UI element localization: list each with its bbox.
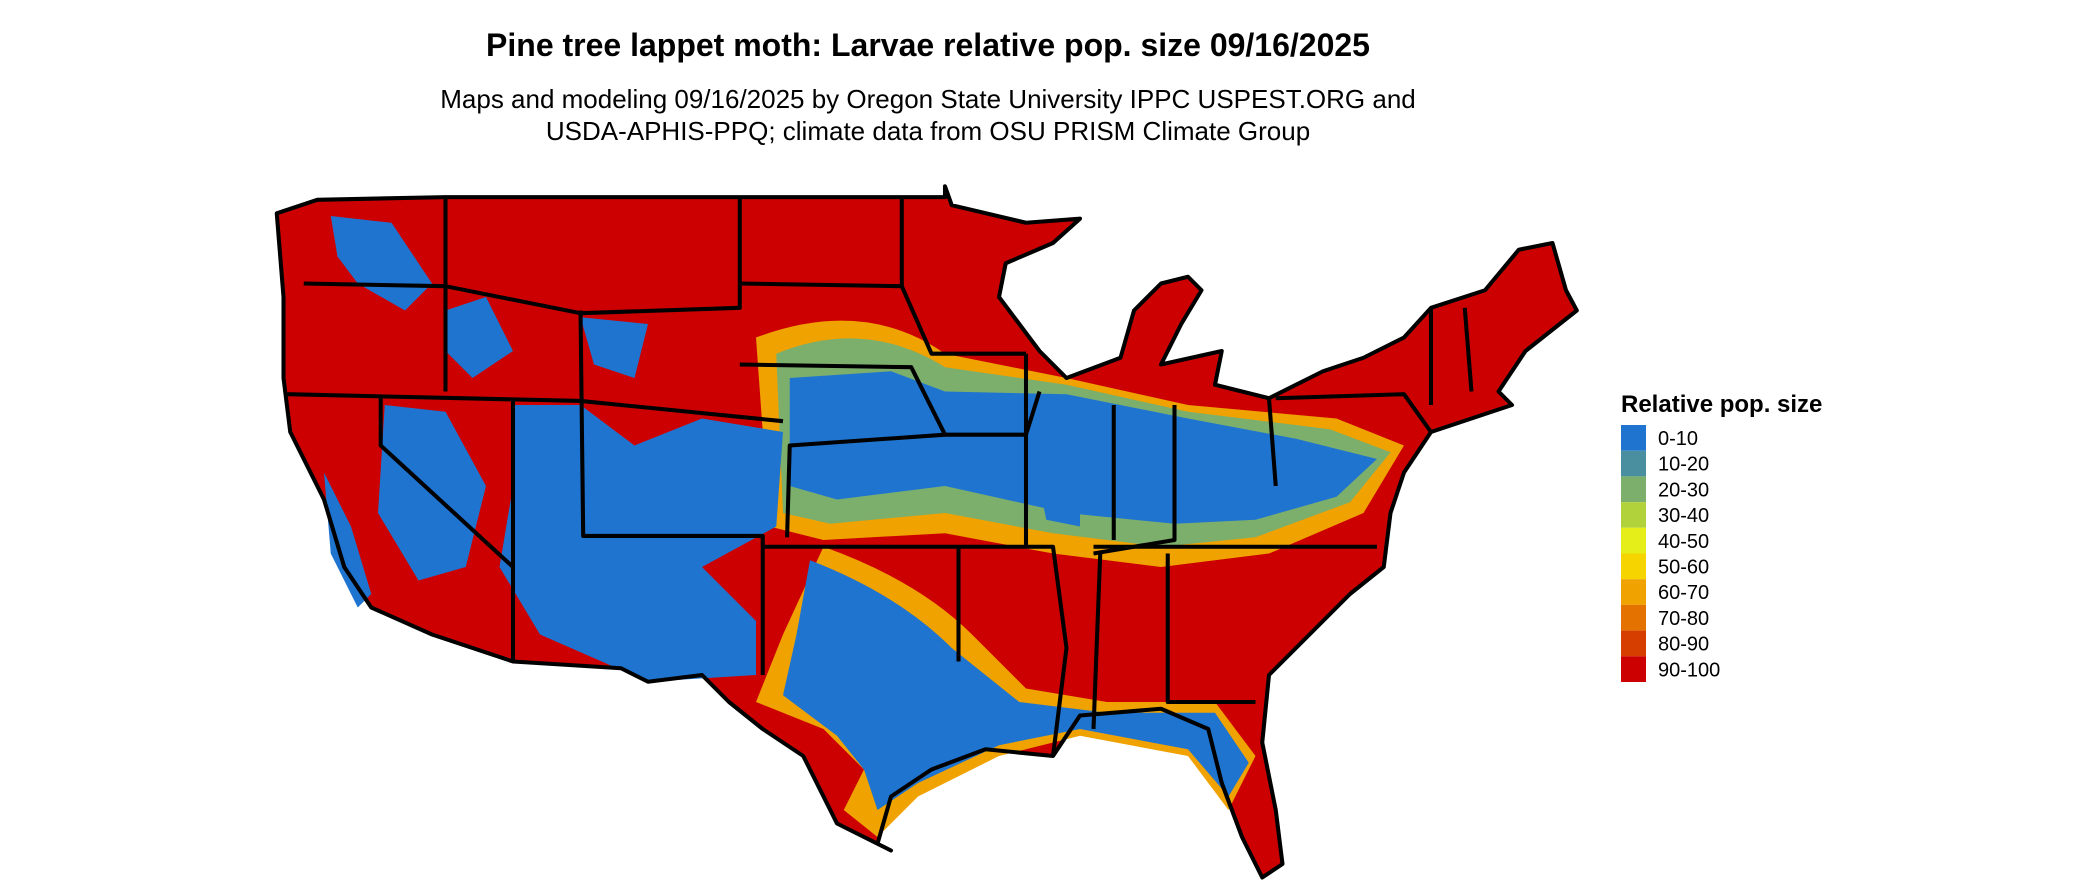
zone	[1039, 486, 1080, 527]
legend-label: 80-90	[1658, 634, 1709, 656]
legend-swatch	[1621, 527, 1646, 554]
legend-swatch	[1621, 656, 1646, 682]
legend-swatch	[1621, 476, 1646, 503]
legend-swatch	[1621, 604, 1646, 631]
zone	[783, 560, 1249, 810]
zone	[580, 317, 648, 378]
map-title: Pine tree lappet moth: Larvae relative p…	[486, 27, 1370, 63]
legend-swatch	[1621, 630, 1646, 657]
legend-swatch	[1621, 450, 1646, 477]
legend-swatch	[1621, 579, 1646, 605]
map-subtitle: USDA-APHIS-PPQ; climate data from OSU PR…	[546, 116, 1310, 146]
legend-label: 10-20	[1658, 454, 1709, 476]
legend-swatch	[1621, 553, 1646, 580]
legend-label: 60-70	[1658, 582, 1709, 604]
legend: 0-10 10-20 20-30 30-40 40-50 50-60 60-70 70-80 8…	[1621, 425, 1720, 682]
legend-label: 50-60	[1658, 557, 1709, 579]
state-borders	[274, 184, 1579, 880]
legend-label: 30-40	[1658, 505, 1709, 527]
us-map	[274, 184, 1579, 880]
legend-swatch	[1621, 502, 1646, 528]
legend-label: 0-10	[1658, 428, 1698, 450]
zone	[789, 371, 1377, 524]
zone	[445, 297, 513, 378]
legend-label: 20-30	[1658, 479, 1709, 501]
zone	[499, 405, 783, 682]
map-subtitle: Maps and modeling 09/16/2025 by Oregon S…	[440, 84, 1416, 114]
legend-title: Relative pop. size	[1621, 391, 1822, 418]
legend-label: 40-50	[1658, 531, 1709, 553]
legend-label: 70-80	[1658, 608, 1709, 630]
zone	[324, 472, 372, 608]
legend-swatch	[1621, 425, 1646, 451]
legend-label: 90-100	[1658, 659, 1720, 681]
